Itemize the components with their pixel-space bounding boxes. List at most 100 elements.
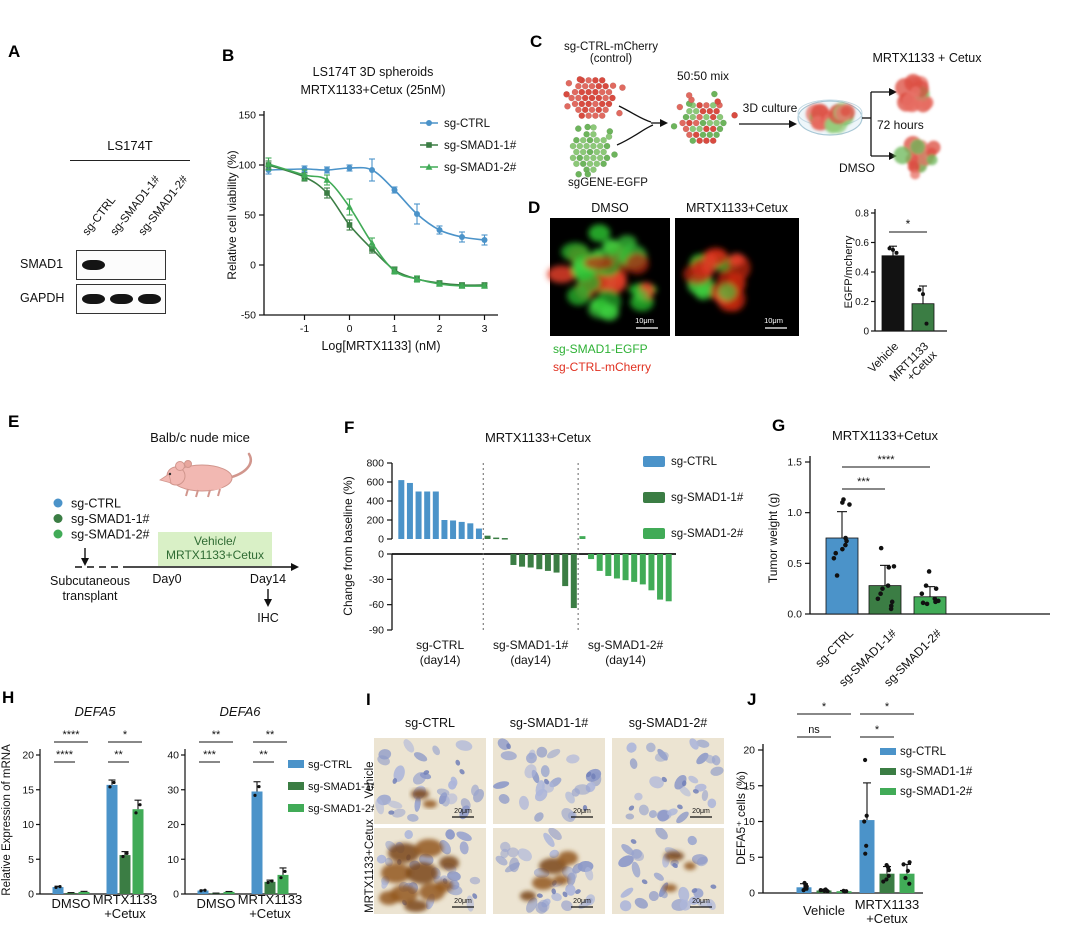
panel-b-dose-response-chart: LS174T 3D spheroids MRTX1133+Cetux (25nM)… (225, 65, 517, 353)
significance-label: ** (266, 729, 275, 741)
legend-entry: sg-SMAD1-2# (671, 528, 744, 540)
group-legend-entry: sg-CTRL (71, 497, 121, 511)
cell-line-underline (70, 160, 190, 161)
svg-text:15: 15 (22, 784, 34, 796)
svg-text:1: 1 (392, 323, 398, 335)
legend-entry: sg-SMAD1-1# (444, 140, 517, 152)
group-x-label: sg-CTRL (416, 638, 464, 652)
ihc-column-header: sg-SMAD1-2# (628, 716, 708, 730)
group-x-label: +Cetux (104, 906, 146, 921)
panel-f-waterfall-chart: MRTX1133+Cetux Change from baseline (%) 0 2… (341, 430, 744, 667)
x-axis-label: Log[MRTX1133] (nM) (321, 339, 440, 353)
panel-c-coculture-schematic: sg-CTRL-mCherry(control) sgGENE-EGFP 50:50… (563, 41, 983, 189)
dmso-spheroid-image: 10μm (547, 218, 670, 336)
protein-band (110, 294, 133, 304)
y-axis-label: DEFA5⁺ cells (%) (734, 771, 748, 865)
svg-text:150: 150 (238, 110, 256, 122)
svg-text:0: 0 (863, 327, 869, 338)
svg-text:100: 100 (238, 160, 256, 172)
svg-text:2: 2 (437, 323, 443, 335)
significance-label: ** (259, 749, 268, 761)
scale-bar-label: 20μm (573, 898, 591, 905)
ihc-image: 20μm (493, 828, 605, 914)
scale-bar-label: 10μm (764, 316, 783, 325)
group-x-label: MRTX1133 (855, 897, 920, 912)
significance-label: * (822, 701, 827, 713)
significance-label: * (885, 701, 890, 713)
panel-h-mrna-expression-charts: Relative Expression of mRNA DEFA5 0 5 10 15 20… (1, 704, 378, 921)
significance-label: ns (808, 724, 820, 736)
group-x-label: DMSO (197, 896, 236, 911)
legend-entry: sg-SMAD1-1# (671, 492, 744, 504)
svg-text:20: 20 (167, 819, 179, 831)
svg-text:-50: -50 (241, 310, 256, 322)
protein-label: SMAD1 (20, 257, 64, 271)
day0-label: Day0 (152, 572, 181, 586)
svg-text:10: 10 (167, 854, 179, 866)
chart-title: MRTX1133+Cetux (485, 430, 592, 445)
blot-strip (76, 250, 166, 280)
svg-text:0: 0 (347, 323, 353, 335)
mixed-cell-cluster (670, 90, 738, 144)
group-x-label: MRTX1133 (93, 892, 158, 907)
svg-text:50: 50 (244, 210, 256, 222)
protein-band (138, 294, 161, 304)
scale-bar-label: 20μm (692, 898, 710, 905)
significance-label: **** (62, 729, 80, 741)
mcherry-legend-label: sg-CTRL-mCherry (553, 360, 652, 374)
ihc-image: 20μm (374, 738, 486, 824)
chart-title-line2: MRTX1133+Cetux (25nM) (300, 83, 445, 97)
group-x-label: (day14) (420, 653, 461, 667)
dmso-image-title: DMSO (591, 201, 629, 215)
duration-label: 72 hours (877, 118, 924, 132)
significance-label: ** (212, 729, 221, 741)
panel-b-label: B (222, 46, 235, 65)
group-x-label: DMSO (52, 896, 91, 911)
legend-entry: sg-SMAD1-2# (444, 162, 517, 174)
group-x-label: +Cetux (866, 911, 908, 926)
svg-text:-90: -90 (369, 625, 384, 637)
protein-band (82, 260, 105, 270)
svg-text:5: 5 (749, 852, 755, 864)
chart-title-line1: LS174T 3D spheroids (313, 65, 434, 79)
egfp-legend-label: sg-SMAD1-EGFP (553, 342, 648, 356)
panel-e-label: E (8, 412, 20, 431)
svg-text:1.0: 1.0 (787, 507, 802, 519)
svg-text:5: 5 (28, 854, 34, 866)
mix-label: 50:50 mix (677, 69, 729, 83)
svg-text:400: 400 (366, 496, 384, 508)
ihc-column-header: sg-SMAD1-1# (509, 716, 589, 730)
svg-text:1.5: 1.5 (787, 457, 802, 469)
chart-title: MRTX1133+Cetux (832, 428, 939, 443)
treated-arm-label: MRTX1133 + Cetux (873, 51, 983, 65)
control-cells-label: sg-CTRL-mCherry (564, 41, 658, 53)
significance-label: * (123, 729, 128, 741)
ihc-image: 20μm (374, 828, 486, 914)
svg-text:0.0: 0.0 (787, 609, 802, 621)
svg-text:(control): (control) (590, 53, 632, 65)
panel-h-label: H (2, 688, 15, 707)
group-x-label: (day14) (605, 653, 646, 667)
panel-d-label: D (528, 198, 541, 217)
legend-entry: sg-CTRL (444, 118, 491, 130)
scale-bar-label: 20μm (692, 808, 710, 815)
legend-entry: sg-SMAD1-2# (900, 786, 973, 798)
svg-text:0: 0 (749, 888, 755, 900)
group-x-label: +Cetux (249, 906, 291, 921)
svg-text:-60: -60 (369, 599, 384, 611)
svg-text:200: 200 (366, 515, 384, 527)
legend-entry: sg-CTRL (900, 746, 947, 758)
legend-entry: sg-SMAD1-2# (308, 803, 378, 815)
legend-entry: sg-CTRL (308, 759, 352, 771)
svg-text:20: 20 (22, 750, 34, 762)
ihc-image: 20μm (493, 738, 605, 824)
transplant-label: Subcutaneous (50, 574, 130, 588)
ihc-label: IHC (257, 611, 279, 625)
egfp-cell-cluster (569, 123, 618, 178)
scale-bar-label: 20μm (573, 808, 591, 815)
panel-c-label: C (530, 32, 543, 51)
significance-label: *** (203, 749, 217, 761)
legend-entry: sg-SMAD1-1# (308, 781, 378, 793)
svg-text:-1: -1 (300, 323, 309, 335)
svg-text:800: 800 (366, 458, 384, 470)
